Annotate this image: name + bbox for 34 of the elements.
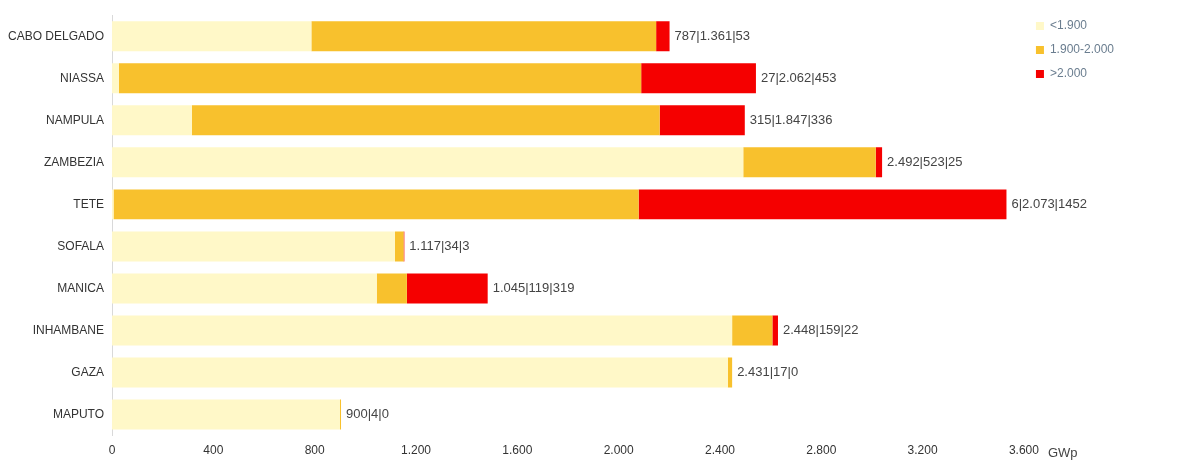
y-tick-label: CABO DELGADO (7, 28, 105, 43)
x-axis-title: GWp (1047, 445, 1078, 461)
x-tick-label: 400 (203, 443, 224, 458)
legend-label: <1.900 (1049, 18, 1088, 33)
x-tick-label: 2.800 (806, 443, 837, 458)
annotation: 27|2.062|453 (760, 69, 837, 85)
y-tick-label: GAZA (71, 364, 105, 379)
x-tick-label: 1.200 (400, 443, 432, 458)
y-tick-label: MAPUTO (52, 406, 105, 421)
annotation: 2.431|17|0 (737, 364, 799, 380)
annotation: 787|1.361|53 (674, 27, 750, 43)
y-tick-label: MANICA (57, 280, 105, 295)
annotation: 2.448|159|22 (782, 322, 859, 338)
y-tick-label: INHAMBANE (32, 322, 105, 337)
x-tick-label: 2.000 (603, 443, 634, 458)
y-tick-label: NIASSA (60, 70, 105, 85)
annotation: 1.045|119|319 (492, 280, 575, 296)
annotation: 315|1.847|336 (749, 111, 833, 127)
x-tick-label: 2.400 (704, 443, 736, 458)
legend-label: >2.000 (1049, 66, 1088, 81)
y-tick-label: ZAMBEZIA (44, 154, 105, 169)
y-tick-label: SOFALA (57, 238, 105, 253)
x-tick-label: 3.600 (1008, 443, 1040, 458)
annotation: 1.117|34|3 (409, 238, 470, 253)
annotation: 2.492|523|25 (887, 153, 963, 169)
x-tick-label: 1.600 (502, 443, 533, 458)
legend-label: 1.900-2.000 (1049, 42, 1115, 57)
x-tick-label: 3.200 (907, 443, 938, 458)
x-tick-label: 0 (108, 443, 116, 458)
x-tick-label: 800 (304, 443, 325, 458)
annotation: 900|4|0 (346, 406, 389, 422)
y-tick-label: TETE (73, 196, 105, 211)
annotation: 6|2.073|1452 (1011, 195, 1087, 211)
y-tick-label: NAMPULA (46, 112, 105, 127)
